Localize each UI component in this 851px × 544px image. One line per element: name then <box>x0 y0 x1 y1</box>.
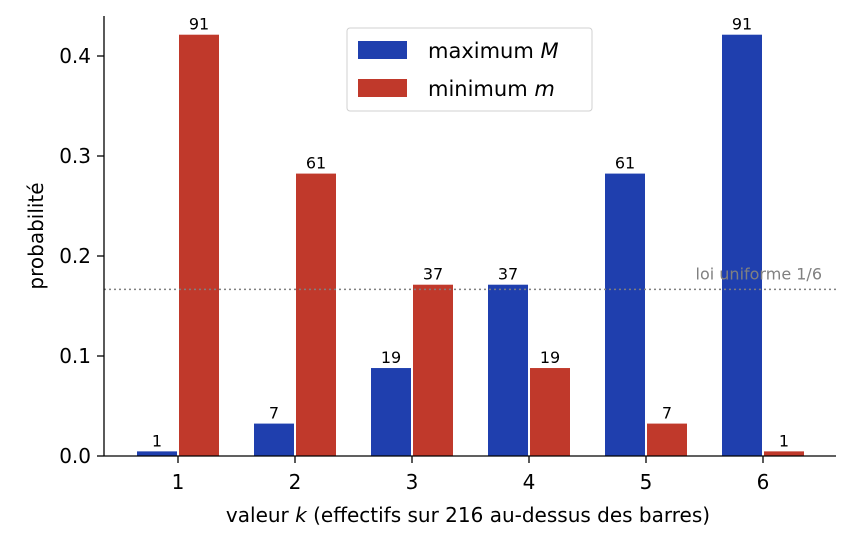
x-axis-title: valeur k (effectifs sur 216 au-dessus de… <box>226 503 710 527</box>
bar-label-maximum-2: 7 <box>269 404 279 423</box>
bar-maximum-2 <box>254 423 294 456</box>
bar-label-minimum-1: 91 <box>189 15 209 34</box>
y-axis-title: probabilité <box>24 182 48 289</box>
bars-group <box>137 34 804 456</box>
uniform-reference-label: loi uniforme 1/6 <box>696 264 822 283</box>
x-tick-label: 6 <box>757 470 770 494</box>
bar-label-minimum-2: 61 <box>306 154 326 173</box>
bar-maximum-4 <box>488 284 528 456</box>
bar-maximum-3 <box>371 368 411 456</box>
legend-swatch-minimum <box>358 79 407 97</box>
bar-minimum-5 <box>647 423 687 456</box>
x-axis-title-var: k <box>295 503 308 527</box>
x-tick-label: 4 <box>523 470 536 494</box>
legend-label-maximum: maximum M <box>428 39 559 63</box>
bar-label-minimum-3: 37 <box>423 265 443 284</box>
x-tick-label: 5 <box>640 470 653 494</box>
bar-label-minimum-5: 7 <box>662 404 672 423</box>
bar-maximum-5 <box>605 173 645 456</box>
bar-label-maximum-1: 1 <box>152 431 162 450</box>
bar-label-minimum-4: 19 <box>540 348 560 367</box>
y-tick-label: 0.1 <box>59 344 91 368</box>
legend-label-minimum-var: m <box>534 77 554 101</box>
bar-label-maximum-5: 61 <box>615 154 635 173</box>
bar-label-maximum-3: 19 <box>381 348 401 367</box>
bar-minimum-1 <box>179 34 219 456</box>
x-tick-label: 2 <box>289 470 302 494</box>
bar-minimum-3 <box>413 284 453 456</box>
bar-maximum-1 <box>137 451 177 456</box>
x-ticks-group: 1 2 3 4 5 6 <box>172 456 770 494</box>
bar-labels-group: 1 7 19 37 61 91 91 61 37 19 7 1 <box>152 15 789 451</box>
x-tick-label: 3 <box>406 470 419 494</box>
bar-maximum-6 <box>722 34 762 456</box>
bar-minimum-6 <box>764 451 804 456</box>
bar-label-maximum-6: 91 <box>732 15 752 34</box>
legend-swatch-maximum <box>358 41 407 59</box>
y-ticks-group: 0.0 0.1 0.2 0.3 0.4 <box>59 44 104 468</box>
legend-label-maximum-name: maximum <box>428 39 534 63</box>
y-tick-label: 0.3 <box>59 144 91 168</box>
x-axis-title-post: (effectifs sur 216 au-dessus des barres) <box>307 503 710 527</box>
legend-label-minimum: minimum m <box>428 77 555 101</box>
legend-frame <box>346 27 593 112</box>
x-axis-title-pre: valeur <box>226 503 295 527</box>
legend-label-minimum-name: minimum <box>428 77 528 101</box>
bar-label-maximum-4: 37 <box>498 265 518 284</box>
bar-minimum-4 <box>530 368 570 456</box>
bar-label-minimum-6: 1 <box>779 431 789 450</box>
legend: maximum M minimum m <box>346 27 593 112</box>
legend-label-maximum-var: M <box>541 39 559 63</box>
x-tick-label: 1 <box>172 470 185 494</box>
y-tick-label: 0.0 <box>59 444 91 468</box>
bar-minimum-2 <box>296 173 336 456</box>
y-tick-label: 0.2 <box>59 244 91 268</box>
y-tick-label: 0.4 <box>59 44 91 68</box>
